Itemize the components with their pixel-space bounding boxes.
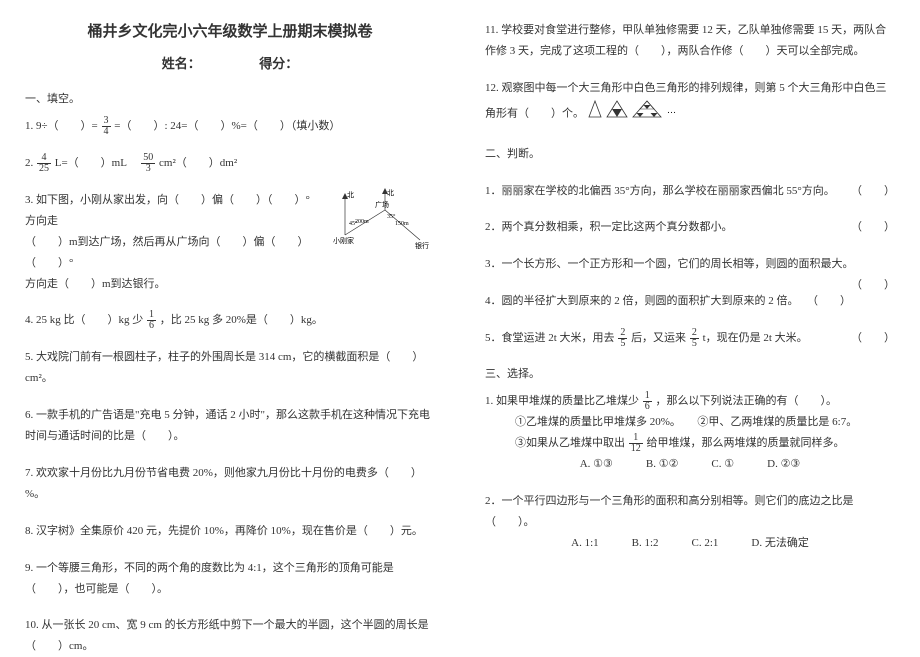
c1-answers: A. ①③ B. ①② C. ① D. ②③ <box>485 454 895 475</box>
q2-frac1: 425 <box>37 153 51 174</box>
exam-title: 桶井乡文化完小六年级数学上册期末模拟卷 <box>25 20 435 41</box>
question-10: 10. 从一张长 20 cm、宽 9 cm 的长方形纸中剪下一个最大的半圆，这个… <box>25 615 435 657</box>
j5-frac2: 25 <box>690 328 699 349</box>
q4-frac: 16 <box>147 310 156 331</box>
q1-fraction: 34 <box>102 116 111 137</box>
question-1: 1. 9÷（ ）= 34 =（ ）: 24=（ ）%=（ ）（填小数） <box>25 116 435 137</box>
c2-answers: A. 1:1 B. 1:2 C. 2:1 D. 无法确定 <box>485 533 895 554</box>
q4-text: 4. 25 kg 比（ ）kg 少 <box>25 314 143 326</box>
q4-cont: ，比 25 kg 多 20%是（ ）kg。 <box>160 314 323 326</box>
svg-text:…: … <box>667 105 676 115</box>
c2-text: 2．一个平行四边形与一个三角形的面积和高分别相等。则它们的底边之比是（ ）。 <box>485 491 895 533</box>
right-column: 11. 学校要对食堂进行整修，甲队单独修需要 12 天，乙队单独修需要 15 天… <box>460 0 920 650</box>
svg-text:150m: 150m <box>395 221 409 227</box>
left-column: 桶井乡文化完小六年级数学上册期末模拟卷 姓名： 得分： 一、填空。 1. 9÷（… <box>0 0 460 650</box>
triangle-pattern-icon: … <box>587 99 677 129</box>
paren-2: （ ） <box>851 217 895 238</box>
j4-text: 4．圆的半径扩大到原来的 2 倍，则圆的面积扩大到原来的 2 倍。 <box>485 295 799 307</box>
choice-2: 2．一个平行四边形与一个三角形的面积和高分别相等。则它们的底边之比是（ ）。 A… <box>485 491 895 554</box>
c1-o2-frac: 112 <box>629 433 643 454</box>
question-11: 11. 学校要对食堂进行整修，甲队单独修需要 12 天，乙队单独修需要 15 天… <box>485 20 895 62</box>
svg-text:广场: 广场 <box>375 200 389 209</box>
q3-line-b: （ ）m到达广场，然后再从广场向（ ）偏（ ）（ ）° <box>25 232 320 274</box>
svg-text:银行: 银行 <box>415 241 429 250</box>
section-1-header: 一、填空。 <box>25 90 435 106</box>
question-7: 7. 欢欢家十月份比九月份节省电费 20%，则他家九月份比十月份的电费多（ ）%… <box>25 463 435 505</box>
q3-line-a: 3. 如下图，小刚从家出发，向（ ）偏（ ）（ ）°方向走 <box>25 190 320 232</box>
judge-5: 5．食堂运进 2t 大米，用去 25 后，又运来 25 t，现在仍是 2t 大米… <box>485 328 895 349</box>
section-2-header: 二、判断。 <box>485 145 895 161</box>
c1-o2b: 给甲堆煤，那么两堆煤的质量就同样多。 <box>647 437 845 449</box>
j5-b: 后，又运来 <box>631 332 686 344</box>
judge-2: 2．两个真分数相乘，积一定比这两个真分数都小。 （ ） <box>485 217 895 238</box>
question-3: 3. 如下图，小刚从家出发，向（ ）偏（ ）（ ）°方向走 （ ）m到达广场，然… <box>25 190 435 294</box>
q12-text: 12. 观察图中每一个大三角形中白色三角形的排列规律，则第 5 个大三角形中白色… <box>485 82 887 119</box>
choice-1: 1. 如果甲堆煤的质量比乙堆煤少 16 ，那么以下列说法正确的有（ ）。 ①乙堆… <box>485 391 895 475</box>
q2-pre: 2. <box>25 157 36 169</box>
question-9: 9. 一个等腰三角形，不同的两个角的度数比为 4:1，这个三角形的顶角可能是（ … <box>25 558 435 600</box>
q2-frac2: 503 <box>141 153 155 174</box>
paren-4: （ ） <box>807 291 851 312</box>
section-3-header: 三、选择。 <box>485 365 895 381</box>
j5-c: t，现在仍是 2t 大米。 <box>703 332 808 344</box>
q1-text: 1. 9÷（ ）= <box>25 120 98 132</box>
svg-text:小刚家: 小刚家 <box>333 236 354 245</box>
paren-5: （ ） <box>851 328 895 349</box>
name-score-line: 姓名： 得分： <box>25 53 435 72</box>
j1-text: 1．丽丽家在学校的北偏西 35°方向，那么学校在丽丽家西偏北 55°方向。 <box>485 185 835 197</box>
judge-3: 3．一个长方形、一个正方形和一个圆，它们的周长相等，则圆的面积最大。 （ ） <box>485 254 895 275</box>
c1-option-line2: ③如果从乙堆煤中取出 112 给甲堆煤，那么两堆煤的质量就同样多。 <box>485 433 895 454</box>
north-label: 北 <box>347 191 354 199</box>
paren-1: （ ） <box>851 181 895 202</box>
question-8: 8. 汉字树》全集原价 420 元，先提价 10%，再降价 10%，现在售价是（… <box>25 521 435 542</box>
q2-mid1: L=（ ）mL <box>55 157 138 169</box>
svg-text:35°: 35° <box>387 213 396 220</box>
j2-text: 2．两个真分数相乘，积一定比这两个真分数都小。 <box>485 221 733 233</box>
j5-a: 5．食堂运进 2t 大米，用去 <box>485 332 615 344</box>
q2-mid2: cm²（ ）dm² <box>159 157 237 169</box>
question-6: 6. 一款手机的广告语是"充电 5 分钟，通话 2 小时"，那么这款手机在这种情… <box>25 405 435 447</box>
question-5: 5. 大戏院门前有一根圆柱子，柱子的外围周长是 314 cm，它的横截面积是（ … <box>25 347 435 389</box>
c1-frac: 16 <box>643 391 652 412</box>
c1-option-line1: ①乙堆煤的质量比甲堆煤多 20%。 ②甲、乙两堆煤的质量比是 6:7。 <box>485 412 895 433</box>
j3-text: 3．一个长方形、一个正方形和一个圆，它们的周长相等，则圆的面积最大。 <box>485 258 854 270</box>
c1-cont: ，那么以下列说法正确的有（ ）。 <box>656 395 838 407</box>
q3-line-c: 方向走（ ）m到达银行。 <box>25 274 320 295</box>
judge-4: 4．圆的半径扩大到原来的 2 倍，则圆的面积扩大到原来的 2 倍。 （ ） <box>485 291 895 312</box>
question-12: 12. 观察图中每一个大三角形中白色三角形的排列规律，则第 5 个大三角形中白色… <box>485 78 895 129</box>
svg-text:45°: 45° <box>349 220 358 227</box>
c1-o2a: ③如果从乙堆煤中取出 <box>515 437 625 449</box>
svg-text:北: 北 <box>387 189 394 197</box>
judge-1: 1．丽丽家在学校的北偏西 35°方向，那么学校在丽丽家西偏北 55°方向。 （ … <box>485 181 895 202</box>
direction-diagram: 北 北 小刚家 广场 银行 200m 150m 45° 35° <box>325 185 435 255</box>
c1-text: 1. 如果甲堆煤的质量比乙堆煤少 <box>485 395 639 407</box>
q1-cont: =（ ）: 24=（ ）%=（ ）（填小数） <box>114 120 340 132</box>
question-2: 2. 425 L=（ ）mL 503 cm²（ ）dm² <box>25 153 435 174</box>
j5-frac1: 25 <box>618 328 627 349</box>
question-4: 4. 25 kg 比（ ）kg 少 16 ，比 25 kg 多 20%是（ ）k… <box>25 310 435 331</box>
